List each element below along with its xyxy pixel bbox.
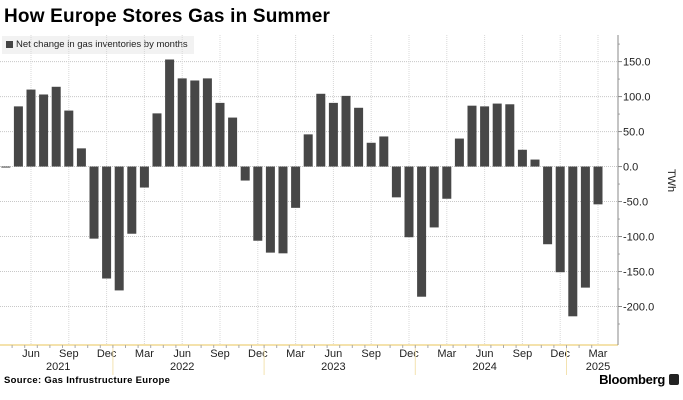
- bar-sep-2023: [366, 142, 376, 167]
- x-tick-label: Jun: [22, 348, 40, 360]
- x-tick-label: Mar: [437, 348, 456, 360]
- y-tick-label: -100.0: [623, 232, 654, 244]
- bar-mar-2025: [593, 166, 603, 205]
- bar-dec-2024: [555, 166, 565, 273]
- bar-feb-2023: [278, 166, 288, 254]
- y-tick-label: 0.0: [623, 162, 638, 174]
- x-tick-label: Sep: [59, 348, 79, 360]
- bar-jan-2023: [265, 166, 275, 253]
- bar-jun-2024: [480, 106, 490, 167]
- bar-mar-2024: [442, 166, 452, 199]
- x-tick-label: Sep: [210, 348, 230, 360]
- bar-jul-2024: [492, 103, 502, 167]
- legend: Net change in gas inventories by months: [2, 36, 194, 54]
- bar-sep-2022: [215, 102, 225, 167]
- bar-jan-2022: [114, 166, 124, 291]
- bar-nov-2024: [543, 166, 553, 245]
- bar-aug-2021: [51, 86, 61, 167]
- bar-jan-2025: [568, 166, 578, 317]
- year-label: 2022: [170, 361, 194, 373]
- bar-feb-2025: [580, 166, 590, 288]
- year-label: 2025: [586, 361, 610, 373]
- legend-swatch: [6, 41, 13, 48]
- year-label: 2021: [46, 361, 70, 373]
- bar-sep-2021: [64, 110, 74, 167]
- bar-nov-2023: [391, 166, 401, 198]
- bar-jun-2023: [328, 102, 338, 167]
- x-tick-label: Sep: [513, 348, 533, 360]
- bar-aug-2022: [202, 78, 212, 167]
- bar-feb-2022: [127, 166, 137, 234]
- chart-title: How Europe Stores Gas in Summer: [4, 6, 331, 27]
- x-tick-label: Mar: [589, 348, 608, 360]
- x-tick-label: Jun: [325, 348, 343, 360]
- bar-jun-2022: [177, 78, 187, 167]
- bar-sep-2024: [517, 149, 527, 167]
- bar-oct-2024: [530, 159, 540, 167]
- year-label: 2024: [472, 361, 496, 373]
- x-tick-label: Mar: [286, 348, 305, 360]
- bar-jul-2021: [39, 94, 49, 167]
- year-label: 2023: [321, 361, 345, 373]
- bar-dec-2021: [102, 166, 112, 279]
- y-tick-label: 50.0: [623, 127, 644, 139]
- bar-apr-2024: [454, 138, 464, 167]
- bloomberg-logo: Bloomberg: [599, 372, 665, 387]
- bar-jul-2022: [190, 80, 200, 167]
- x-tick-label: Jun: [476, 348, 494, 360]
- bar-may-2022: [165, 59, 175, 167]
- x-tick-label: Jun: [173, 348, 191, 360]
- bloomberg-icon: [669, 374, 679, 385]
- source-note: Source: Gas Infrustructure Europe: [4, 375, 171, 386]
- bar-feb-2024: [429, 166, 439, 228]
- x-tick-label: Dec: [550, 348, 570, 360]
- bar-dec-2022: [253, 166, 263, 241]
- x-tick-label: Dec: [97, 348, 117, 360]
- y-tick-label: -200.0: [623, 302, 654, 314]
- bar-jun-2021: [26, 89, 36, 167]
- y-axis-label: TWh: [665, 169, 677, 192]
- bar-mar-2022: [139, 166, 149, 188]
- bar-aug-2024: [505, 104, 515, 167]
- bar-nov-2022: [240, 166, 250, 181]
- bar-apr-2021: [1, 166, 11, 168]
- bar-nov-2021: [89, 166, 99, 239]
- x-tick-label: Mar: [135, 348, 154, 360]
- x-tick-label: Dec: [248, 348, 268, 360]
- bar-oct-2023: [379, 136, 389, 167]
- y-tick-label: -150.0: [623, 267, 654, 279]
- bar-oct-2021: [76, 148, 86, 167]
- y-tick-label: 150.0: [623, 57, 651, 69]
- bar-may-2024: [467, 105, 477, 167]
- y-tick-label: -50.0: [623, 197, 648, 209]
- bar-mar-2023: [291, 166, 301, 208]
- bar-dec-2023: [404, 166, 414, 238]
- bar-jan-2024: [417, 166, 427, 297]
- x-tick-label: Sep: [361, 348, 381, 360]
- y-tick-label: 100.0: [623, 92, 651, 104]
- bar-may-2023: [316, 93, 326, 167]
- bar-apr-2023: [303, 134, 313, 167]
- x-tick-label: Dec: [399, 348, 419, 360]
- legend-label: Net change in gas inventories by months: [16, 39, 188, 50]
- bar-jul-2023: [341, 95, 351, 167]
- bar-aug-2023: [354, 107, 364, 167]
- bar-may-2021: [13, 106, 23, 167]
- bar-oct-2022: [228, 117, 238, 167]
- bar-apr-2022: [152, 113, 162, 167]
